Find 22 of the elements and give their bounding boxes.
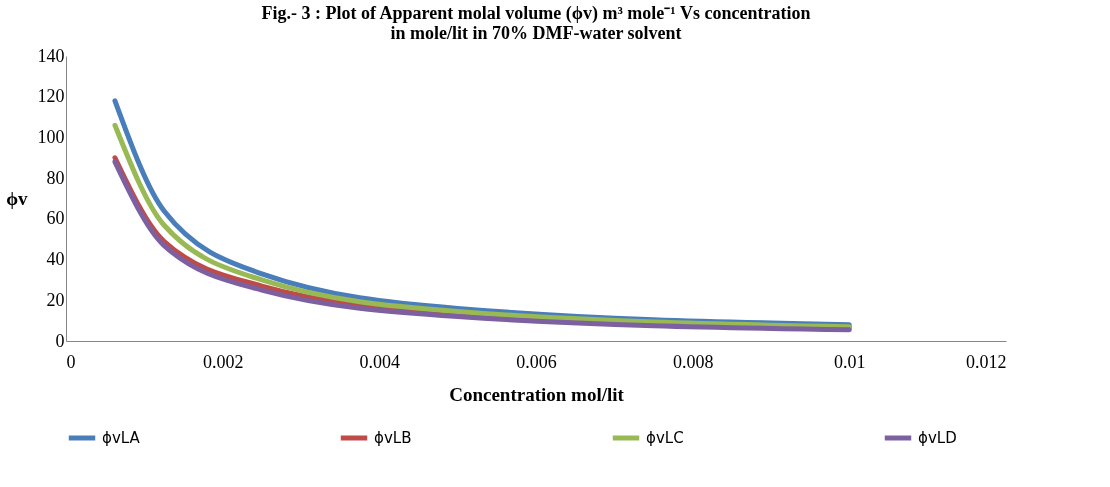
x-axis-title: Concentration mol/lit xyxy=(449,383,625,405)
y-tick-label: 40 xyxy=(46,249,65,270)
y-axis-title: ϕv xyxy=(6,188,28,209)
legend-label: ϕvLD xyxy=(918,429,957,447)
x-tick-label: 0.01 xyxy=(834,351,866,372)
y-tick-label: 0 xyxy=(55,330,65,351)
y-tick-label: 120 xyxy=(37,86,65,107)
x-tick-label: 0.002 xyxy=(202,351,244,372)
y-tick-label: 140 xyxy=(37,45,65,66)
legend-label: ϕvLB xyxy=(374,429,412,447)
x-tick-label: 0.012 xyxy=(966,351,1007,372)
x-tick-label: 0.004 xyxy=(359,351,401,372)
legend-label: ϕvLC xyxy=(646,429,684,447)
y-tick-label: 20 xyxy=(46,289,65,310)
text: Fig.- 3 : Plot of Apparent molal volume (ϕv) m³ mole⁻¹ Vs concentration xyxy=(261,3,811,23)
y-tick-label: 60 xyxy=(46,208,65,229)
x-tick-label: 0.006 xyxy=(516,351,557,372)
text: in mole/lit in 70% DMF-water solvent xyxy=(390,23,682,43)
y-tick-label: 100 xyxy=(37,126,65,147)
legend-label: ϕvLA xyxy=(102,429,141,447)
x-tick-label: 0.008 xyxy=(672,351,714,372)
y-tick-label: 80 xyxy=(46,167,65,188)
